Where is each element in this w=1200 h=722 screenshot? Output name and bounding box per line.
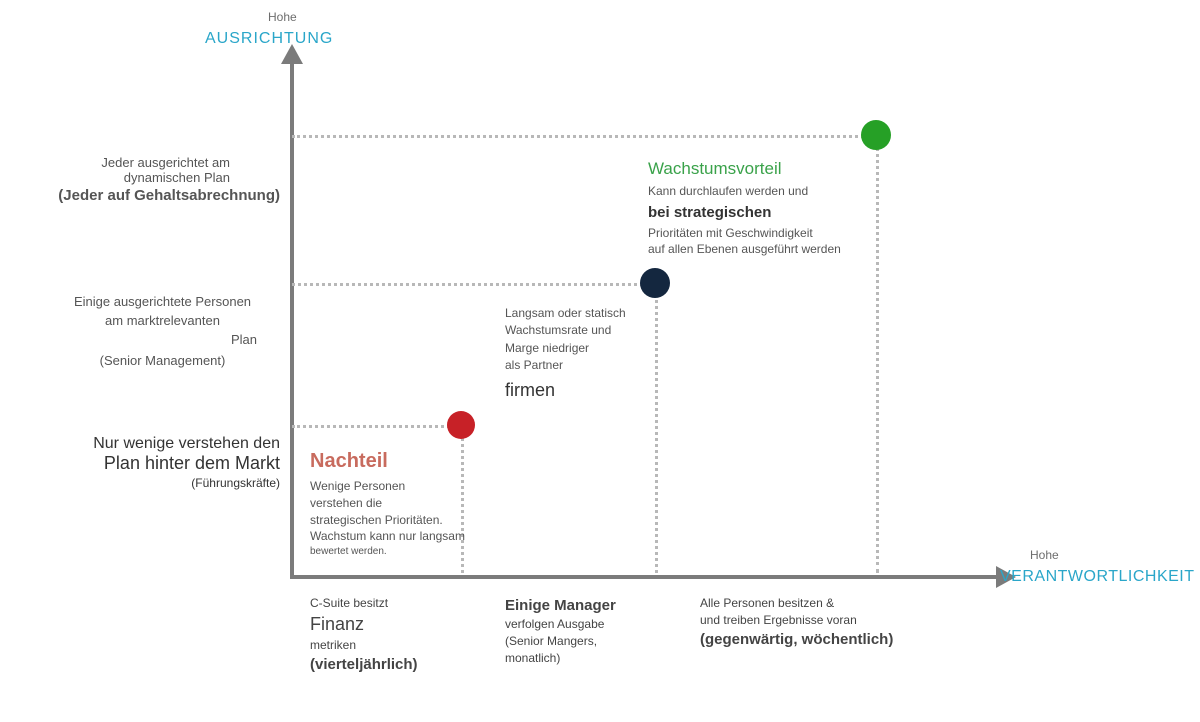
y-tick-label-2: Jeder ausgerichtet amdynamischen Plan(Je…: [40, 155, 280, 204]
x-tick-label-1: Einige Managerverfolgen Ausgabe(Senior M…: [505, 595, 725, 666]
point-middle: [640, 268, 670, 298]
point-label-middle: Langsam oder statischWachstumsrate undMa…: [505, 305, 685, 403]
x-axis-title-big: VERANTWORTLICHKEIT: [1000, 568, 1195, 586]
point-growth: [861, 120, 891, 150]
point-label-growth: WachstumsvorteilKann durchlaufen werden …: [648, 157, 898, 258]
point-label-nachteil: NachteilWenige Personenverstehen diestra…: [310, 447, 500, 559]
ref-line-h-nachteil: [292, 425, 461, 428]
point-nachteil: [447, 411, 475, 439]
ref-line-h-middle: [292, 283, 655, 286]
chart-stage: Hohe AUSRICHTUNG Hohe VERANTWORTLICHKEIT Nur…: [0, 0, 1200, 722]
y-axis-title-big: AUSRICHTUNG: [205, 30, 333, 48]
y-tick-label-0: Nur wenige verstehen denPlan hinter dem …: [30, 435, 280, 490]
ref-line-h-growth: [292, 135, 876, 138]
y-axis-title-small: Hohe: [268, 10, 297, 24]
y-tick-label-1: Einige ausgerichtete Personenam marktrel…: [50, 293, 275, 370]
x-tick-label-0: C-Suite besitztFinanzmetriken(vierteljäh…: [310, 595, 530, 675]
x-tick-label-2: Alle Personen besitzen &und treiben Erge…: [700, 595, 920, 650]
x-axis-title-small: Hohe: [1030, 548, 1059, 562]
x-axis: [290, 575, 1000, 579]
